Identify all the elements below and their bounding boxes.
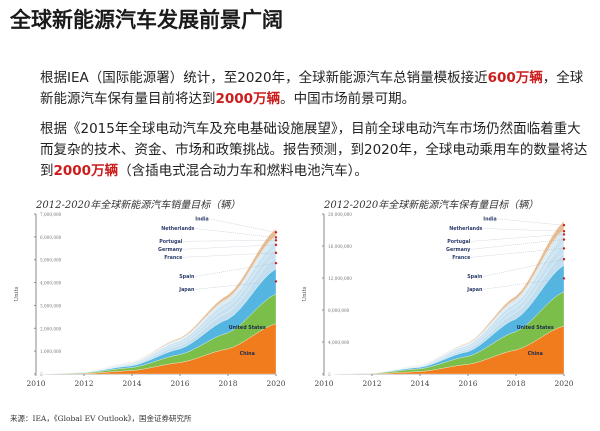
series-marker — [274, 243, 278, 247]
leader-line — [471, 234, 564, 242]
series-label-united-states: United States — [229, 325, 266, 331]
series-label-france: France — [452, 255, 471, 261]
series-marker — [562, 258, 566, 261]
chart-title: 2012-2020年全球新能源汽车销量目标（辆） — [36, 200, 241, 211]
y-tick-label: 0 — [40, 372, 43, 377]
y-tick-label: 0 — [328, 372, 331, 377]
series-marker — [274, 231, 278, 234]
series-label-china: China — [528, 351, 543, 357]
series-label-netherlands: Netherlands — [449, 226, 482, 232]
series-label-germany: Germany — [158, 247, 183, 253]
y-tick-label: 8,000,000 — [328, 308, 350, 313]
series-label-india: India — [483, 216, 497, 222]
series-label-china: China — [240, 351, 255, 357]
y-tick-label: 16,000,000 — [328, 244, 352, 249]
leader-line — [483, 278, 564, 290]
leader-line — [483, 228, 564, 232]
paragraph-text: ，全球新能源汽车保有量目前将达到 — [40, 70, 584, 107]
paragraph-outlook: 根据《2015年全球电动汽车及充电基础设施展望》，目前全球电动汽车市场仍然面临着… — [40, 119, 592, 182]
x-tick-label: 2016 — [458, 379, 477, 388]
y-tick-label: 5,000,000 — [40, 258, 62, 263]
series-marker — [274, 239, 278, 242]
x-tick-label: 2018 — [506, 379, 525, 388]
series-label-spain: Spain — [179, 274, 195, 280]
x-tick-label: 2010 — [26, 379, 45, 388]
series-label-spain: Spain — [467, 274, 483, 280]
series-marker — [562, 230, 566, 233]
highlight-passenger: 2000万辆 — [53, 163, 119, 179]
y-tick-label: 1,000,000 — [40, 349, 62, 354]
leader-line — [209, 218, 276, 233]
leader-line — [471, 239, 564, 250]
highlight-sales: 600万辆 — [487, 70, 543, 86]
leader-line — [483, 259, 564, 277]
leader-line — [471, 248, 564, 258]
series-marker — [274, 261, 278, 265]
series-marker — [562, 277, 566, 280]
y-tick-label: 2,000,000 — [40, 326, 62, 331]
leader-line — [497, 218, 564, 226]
x-tick-label: 2014 — [122, 379, 141, 388]
x-tick-label: 2012 — [362, 379, 381, 388]
paragraph-text: 根据IEA（国际能源署）统计，至2020年，全球新能源汽车总销量模板接近 — [40, 70, 488, 86]
series-marker — [562, 224, 566, 227]
stock-chart-svg: 0 4,000,000 8,000,000 12,000,000 16,000,000 2… — [302, 212, 574, 388]
y-tick-label: 12,000,000 — [328, 276, 352, 281]
series-marker — [562, 247, 566, 250]
paragraph-text: 。中国市场前景可期。 — [280, 91, 416, 107]
source-note: 来源：IEA，《Global EV Outlook》，国金证券研究所 — [10, 414, 192, 423]
y-tick-label: 3,000,000 — [40, 303, 62, 308]
series-marker — [274, 280, 278, 283]
series-label-india: India — [195, 216, 209, 222]
x-tick-label: 2018 — [218, 379, 237, 388]
series-label-portugal: Portugal — [447, 239, 471, 245]
series-label-france: France — [164, 255, 183, 261]
paragraph-iea: 根据IEA（国际能源署）统计，至2020年，全球新能源汽车总销量模板接近600万… — [40, 68, 592, 110]
series-label-portugal: Portugal — [159, 239, 183, 245]
y-axis-label: Units — [14, 286, 20, 301]
series-marker — [562, 238, 566, 241]
leader-line — [195, 228, 276, 238]
y-tick-label: 7,000,000 — [40, 212, 62, 217]
series-marker — [274, 251, 278, 255]
sales-chart-svg: 0 1,000,000 2,000,000 3,000,000 4,000,000 5,0… — [14, 212, 286, 388]
series-marker — [274, 236, 278, 239]
leader-line — [183, 252, 276, 258]
x-tick-label: 2020 — [554, 379, 573, 388]
y-axis-label: Units — [302, 286, 308, 301]
paragraph-text: 根据《2015年全球电动汽车及充电基础设施展望》，目前全球电动汽车市场仍然面临着… — [40, 121, 588, 179]
series-marker — [562, 233, 566, 236]
x-tick-label: 2016 — [170, 379, 189, 388]
paragraph-text: （含插电式混合动力车和燃料电池汽车）。 — [118, 163, 368, 179]
y-tick-label: 6,000,000 — [40, 235, 62, 240]
series-label-japan: Japan — [466, 287, 483, 293]
x-tick-label: 2012 — [74, 379, 93, 388]
series-label-united-states: United States — [517, 325, 554, 331]
series-label-germany: Germany — [446, 247, 471, 253]
y-tick-label: 20,000,000 — [328, 212, 352, 217]
chart-title: 2012-2020年全球新能源汽车保有量目标（辆） — [324, 200, 539, 211]
series-label-japan: Japan — [178, 287, 195, 293]
x-tick-label: 2010 — [314, 379, 333, 388]
leader-line — [195, 262, 276, 277]
x-tick-label: 2014 — [410, 379, 429, 388]
leader-line — [183, 244, 276, 250]
leader-line — [195, 281, 276, 290]
page-title: 全球新能源汽车发展前景广阔 — [10, 8, 283, 32]
y-tick-label: 4,000,000 — [328, 340, 350, 345]
highlight-stock: 2000万辆 — [215, 91, 281, 107]
leader-line — [183, 240, 276, 242]
series-label-netherlands: Netherlands — [161, 226, 194, 232]
y-tick-label: 4,000,000 — [40, 281, 62, 286]
x-tick-label: 2020 — [266, 379, 285, 388]
